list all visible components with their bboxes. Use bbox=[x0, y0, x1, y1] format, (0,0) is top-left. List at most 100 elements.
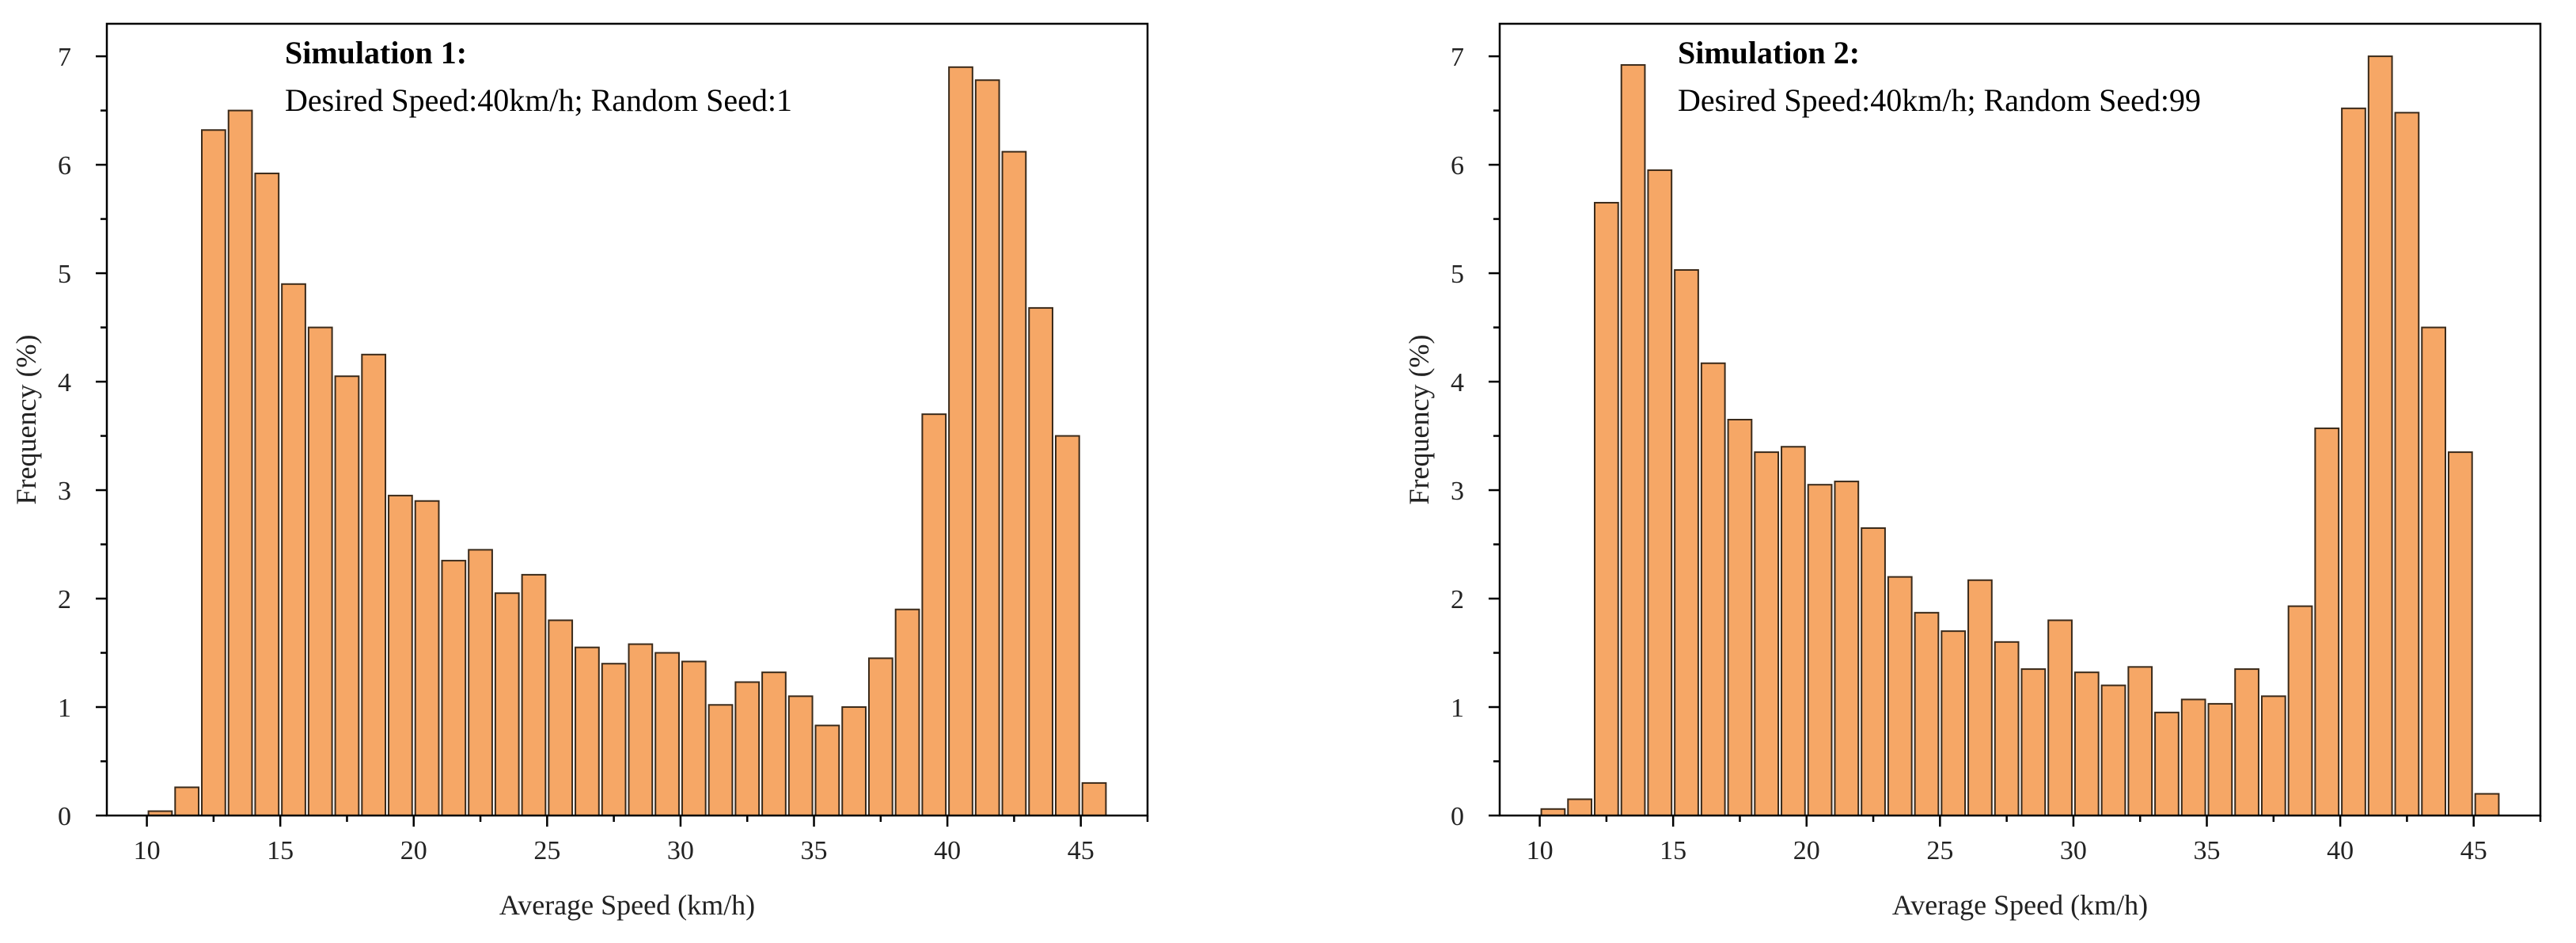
bar bbox=[1994, 641, 2020, 816]
y-tick-label: 2 bbox=[58, 585, 71, 614]
y-tick-label: 4 bbox=[1451, 368, 1464, 397]
bar bbox=[201, 129, 226, 816]
bars-group bbox=[1540, 55, 2500, 817]
x-tick-label: 15 bbox=[267, 836, 294, 865]
bar bbox=[2100, 684, 2126, 817]
bar bbox=[468, 549, 493, 816]
bar bbox=[841, 706, 867, 816]
bar bbox=[1567, 798, 1593, 816]
bar bbox=[1028, 306, 1053, 816]
y-tick-label: 2 bbox=[1451, 585, 1464, 614]
bar bbox=[2447, 451, 2473, 816]
bar bbox=[708, 704, 734, 817]
bars-group bbox=[147, 66, 1107, 817]
bar bbox=[1754, 451, 1780, 816]
bar bbox=[1081, 781, 1107, 817]
x-tick-label: 30 bbox=[667, 836, 694, 865]
bar bbox=[361, 353, 387, 816]
x-tick-label: 40 bbox=[934, 836, 961, 865]
bar bbox=[1620, 64, 1646, 816]
x-tick-label: 35 bbox=[2194, 836, 2221, 865]
y-tick-label: 1 bbox=[1451, 694, 1464, 723]
bar bbox=[2367, 55, 2393, 817]
bar bbox=[2341, 107, 2366, 817]
x-axis-title: Average Speed (km/h) bbox=[1892, 889, 2148, 921]
bar bbox=[2234, 668, 2259, 816]
bar bbox=[548, 619, 574, 817]
x-tick-label: 35 bbox=[801, 836, 828, 865]
y-tick-label: 0 bbox=[1451, 802, 1464, 831]
bar bbox=[1941, 630, 1967, 816]
bar bbox=[2073, 671, 2100, 817]
bar bbox=[2287, 605, 2313, 817]
bar bbox=[1781, 446, 1806, 816]
bar bbox=[1054, 435, 1080, 817]
bar bbox=[974, 79, 1000, 817]
chart-title: Simulation 2: bbox=[1678, 35, 1860, 70]
y-axis-title: Frequency (%) bbox=[10, 335, 42, 505]
bar bbox=[2127, 666, 2153, 817]
chart-subtitle: Desired Speed:40km/h; Random Seed:1 bbox=[285, 82, 792, 118]
x-tick-label: 10 bbox=[1527, 836, 1554, 865]
bar bbox=[1647, 169, 1673, 816]
bar bbox=[1700, 362, 1726, 816]
bar bbox=[2180, 698, 2206, 817]
y-tick-label: 6 bbox=[58, 151, 71, 181]
bar bbox=[2421, 326, 2446, 816]
x-tick-label: 30 bbox=[2060, 836, 2087, 865]
bar bbox=[2207, 702, 2233, 816]
x-tick-label: 25 bbox=[1926, 836, 1953, 865]
y-tick-label: 3 bbox=[1451, 477, 1464, 506]
bar bbox=[1967, 579, 1993, 817]
bar bbox=[1594, 202, 1619, 816]
y-tick-label: 7 bbox=[1451, 43, 1464, 72]
bar bbox=[388, 494, 413, 816]
bar bbox=[227, 109, 253, 816]
bar bbox=[1807, 484, 1833, 816]
plot-frame bbox=[1498, 22, 2542, 817]
bar bbox=[494, 592, 520, 817]
bar bbox=[948, 66, 973, 817]
bar bbox=[414, 500, 440, 817]
bar bbox=[787, 695, 814, 816]
bar bbox=[1727, 419, 1753, 816]
y-tick-label: 5 bbox=[1451, 260, 1464, 289]
bar bbox=[2020, 668, 2047, 816]
y-tick-label: 1 bbox=[58, 694, 71, 723]
y-tick-label: 0 bbox=[58, 802, 71, 831]
bar bbox=[2314, 427, 2340, 817]
chart-subtitle: Desired Speed:40km/h; Random Seed:99 bbox=[1678, 82, 2201, 118]
bar bbox=[867, 657, 893, 817]
x-tick-label: 45 bbox=[2460, 836, 2487, 865]
x-tick-label: 45 bbox=[1068, 836, 1095, 865]
bar bbox=[1674, 268, 1699, 816]
x-tick-label: 20 bbox=[1793, 836, 1820, 865]
bar bbox=[654, 652, 680, 817]
bar bbox=[1887, 576, 1913, 816]
bar bbox=[334, 375, 360, 816]
bar bbox=[2394, 112, 2420, 816]
bar bbox=[601, 663, 627, 816]
bar bbox=[281, 283, 306, 816]
bar bbox=[441, 560, 467, 817]
bar bbox=[2047, 619, 2073, 817]
y-tick-label: 6 bbox=[1451, 151, 1464, 181]
bar bbox=[174, 786, 200, 816]
bar bbox=[254, 173, 280, 817]
bar bbox=[1914, 611, 1940, 817]
y-tick-label: 7 bbox=[58, 43, 71, 72]
bar bbox=[2474, 793, 2500, 816]
y-tick-label: 3 bbox=[58, 477, 71, 506]
bar bbox=[894, 608, 920, 816]
bar bbox=[921, 413, 947, 816]
x-tick-label: 15 bbox=[1660, 836, 1686, 865]
y-axis-title: Frequency (%) bbox=[1403, 335, 1435, 505]
x-axis-title: Average Speed (km/h) bbox=[499, 889, 755, 921]
bar bbox=[521, 573, 547, 816]
plot-frame bbox=[105, 22, 1149, 817]
